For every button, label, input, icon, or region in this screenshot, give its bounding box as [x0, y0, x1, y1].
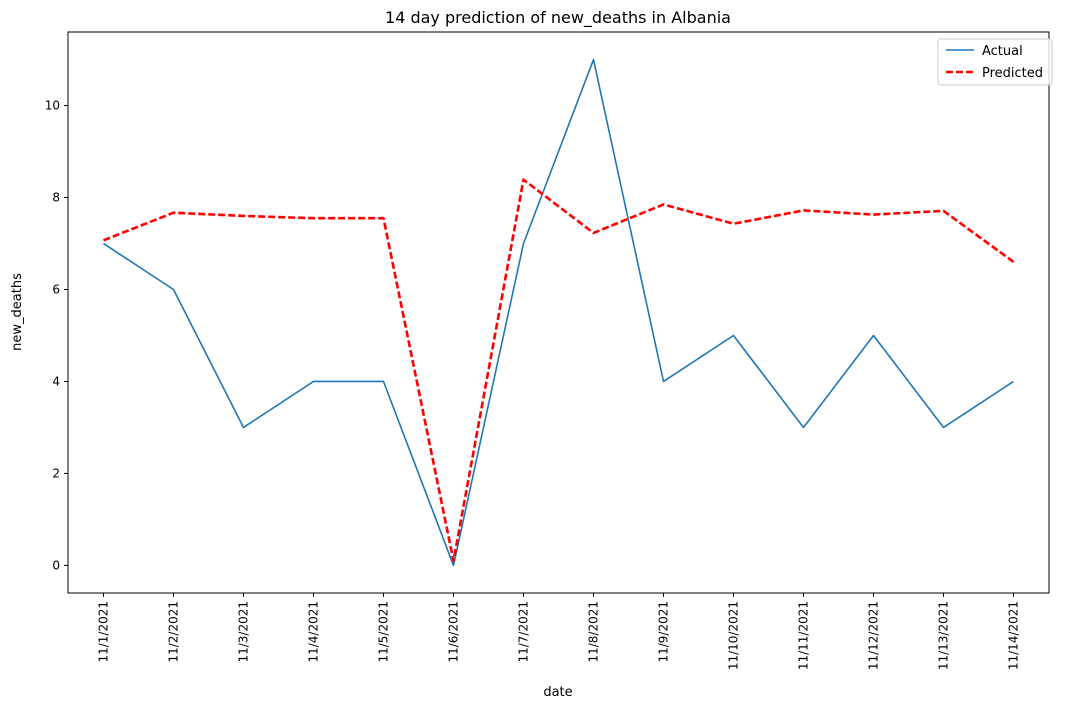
x-tick-label: 11/13/2021 [937, 601, 951, 670]
x-tick-label: 11/2/2021 [167, 601, 181, 663]
x-tick-label: 11/12/2021 [867, 601, 881, 670]
x-tick-label: 11/8/2021 [587, 601, 601, 663]
x-axis-title: date [543, 685, 572, 700]
x-tick-label: 11/6/2021 [447, 601, 461, 663]
x-tick-label: 11/7/2021 [517, 601, 531, 663]
legend-label-actual: Actual [982, 44, 1023, 59]
y-tick-label: 4 [52, 374, 60, 388]
legend: Actual Predicted [937, 38, 1053, 86]
x-axis: 11/1/2021 11/2/2021 11/3/2021 11/4/2021 11/5… [97, 593, 1021, 670]
y-tick-label: 6 [52, 283, 60, 297]
x-tick-label: 11/3/2021 [237, 601, 251, 663]
x-tick-label: 11/11/2021 [797, 601, 811, 670]
y-axis-title: new_deaths [10, 273, 25, 351]
chart-title: 14 day prediction of new_deaths in Alban… [385, 8, 731, 28]
y-tick-label: 10 [45, 99, 60, 113]
y-tick-label: 0 [52, 558, 60, 572]
x-tick-label: 11/14/2021 [1007, 601, 1021, 670]
x-tick-label: 11/1/2021 [97, 601, 111, 663]
series-layer [103, 58, 1015, 567]
x-tick-label: 11/5/2021 [377, 601, 391, 663]
series-line-predicted [103, 178, 1015, 563]
y-tick-label: 8 [52, 191, 60, 205]
y-axis: 0 2 4 6 8 10 [45, 99, 68, 572]
plot-area [67, 31, 1050, 594]
y-tick-label: 2 [52, 466, 60, 480]
legend-label-predicted: Predicted [982, 66, 1043, 81]
x-tick-label: 11/9/2021 [657, 601, 671, 663]
x-tick-label: 11/10/2021 [727, 601, 741, 670]
x-tick-label: 11/4/2021 [307, 601, 321, 663]
series-line-actual [103, 58, 1014, 567]
